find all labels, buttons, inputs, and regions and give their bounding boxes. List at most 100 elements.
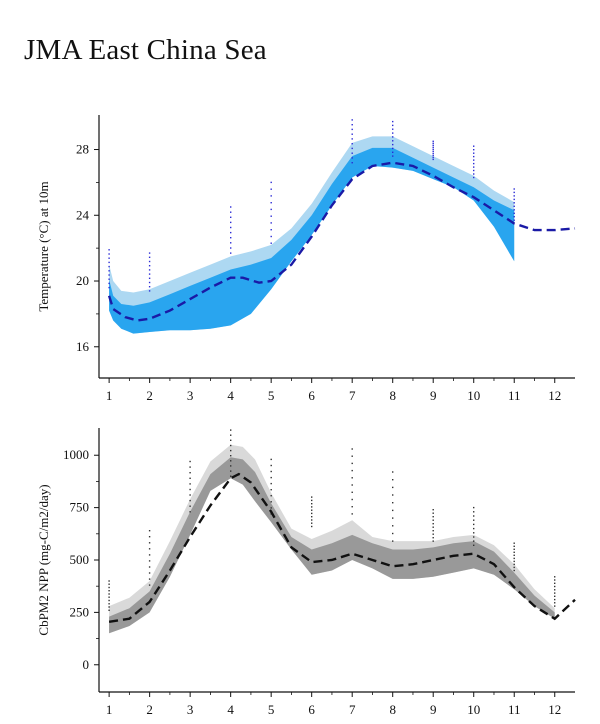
data-point xyxy=(270,507,272,509)
x-tick-label: 12 xyxy=(548,388,561,403)
data-point xyxy=(189,499,191,502)
data-point xyxy=(108,593,110,595)
data-point xyxy=(189,483,191,485)
data-point xyxy=(473,511,475,513)
x-tick-label: 4 xyxy=(227,388,234,403)
data-point xyxy=(513,560,515,563)
data-point xyxy=(392,471,394,473)
data-point xyxy=(148,542,151,544)
data-point xyxy=(432,140,434,142)
data-point xyxy=(189,511,191,513)
x-tick-label: 11 xyxy=(508,702,521,717)
data-point xyxy=(392,147,394,150)
x-tick-label: 7 xyxy=(349,702,356,717)
data-point xyxy=(351,491,353,493)
data-point xyxy=(230,211,232,213)
data-point xyxy=(108,253,110,255)
data-point xyxy=(554,598,556,601)
data-point xyxy=(554,602,556,604)
data-point xyxy=(351,448,353,450)
data-point xyxy=(230,444,232,447)
data-point xyxy=(148,260,151,263)
data-point xyxy=(432,158,434,161)
data-point xyxy=(311,519,313,521)
x-tick-label: 10 xyxy=(467,702,480,717)
data-point xyxy=(513,566,515,569)
data-point xyxy=(513,195,515,197)
x-tick-label: 9 xyxy=(430,388,437,403)
data-point xyxy=(513,188,515,190)
data-point xyxy=(189,488,191,491)
data-point xyxy=(432,523,434,525)
data-point xyxy=(432,530,434,532)
data-point xyxy=(513,219,515,221)
data-point xyxy=(148,265,151,267)
data-point xyxy=(311,525,313,528)
data-point xyxy=(311,512,313,515)
data-point xyxy=(473,173,475,175)
data-point xyxy=(270,489,272,491)
data-point xyxy=(148,286,151,288)
data-point xyxy=(108,583,110,585)
data-point xyxy=(432,146,434,148)
data-point xyxy=(513,563,515,566)
data-point xyxy=(473,159,475,161)
x-tick-label: 2 xyxy=(146,388,153,403)
data-point xyxy=(148,281,151,284)
data-point xyxy=(270,229,272,231)
data-point xyxy=(230,247,232,249)
data-point xyxy=(311,506,313,508)
data-point xyxy=(513,216,515,218)
data-point xyxy=(108,265,110,268)
data-point xyxy=(473,176,475,179)
data-point xyxy=(108,603,110,605)
y-tick-label: 250 xyxy=(70,604,90,619)
data-point xyxy=(230,470,232,472)
data-point xyxy=(392,120,394,123)
x-tick-label: 7 xyxy=(349,388,356,403)
data-point xyxy=(513,202,515,204)
data-point xyxy=(351,124,353,126)
data-point xyxy=(392,502,394,504)
data-point xyxy=(108,282,110,285)
data-point xyxy=(108,599,110,602)
data-point xyxy=(473,532,475,534)
data-point xyxy=(351,462,353,465)
x-tick-label: 9 xyxy=(430,702,437,717)
y-tick-label: 0 xyxy=(83,657,90,672)
data-point xyxy=(311,509,313,511)
data-point xyxy=(270,464,272,467)
data-point xyxy=(270,208,272,211)
data-point xyxy=(513,545,515,547)
data-point xyxy=(513,209,515,211)
data-point xyxy=(554,605,556,607)
data-point xyxy=(513,557,515,560)
data-point xyxy=(270,188,272,190)
data-point xyxy=(432,148,434,150)
data-point xyxy=(189,505,191,507)
data-point xyxy=(351,484,353,486)
data-point xyxy=(270,501,272,503)
data-point xyxy=(351,138,353,140)
data-point xyxy=(432,519,434,521)
y-tick-label: 20 xyxy=(76,273,89,288)
outer-band xyxy=(109,444,555,634)
data-point xyxy=(473,527,475,530)
data-point xyxy=(554,579,556,581)
data-point xyxy=(108,286,110,289)
data-point xyxy=(270,215,272,217)
data-point xyxy=(108,270,110,272)
data-point xyxy=(392,479,394,481)
data-point xyxy=(392,132,394,134)
mean-line xyxy=(108,472,576,623)
data-point xyxy=(148,273,151,275)
data-point xyxy=(270,482,272,485)
data-point xyxy=(513,542,515,544)
data-point xyxy=(230,455,232,457)
y-tick-label: 1000 xyxy=(63,447,89,462)
data-point xyxy=(473,169,475,172)
data-point xyxy=(473,536,475,538)
data-point xyxy=(473,506,475,509)
data-point xyxy=(148,269,151,271)
data-point xyxy=(108,257,110,259)
